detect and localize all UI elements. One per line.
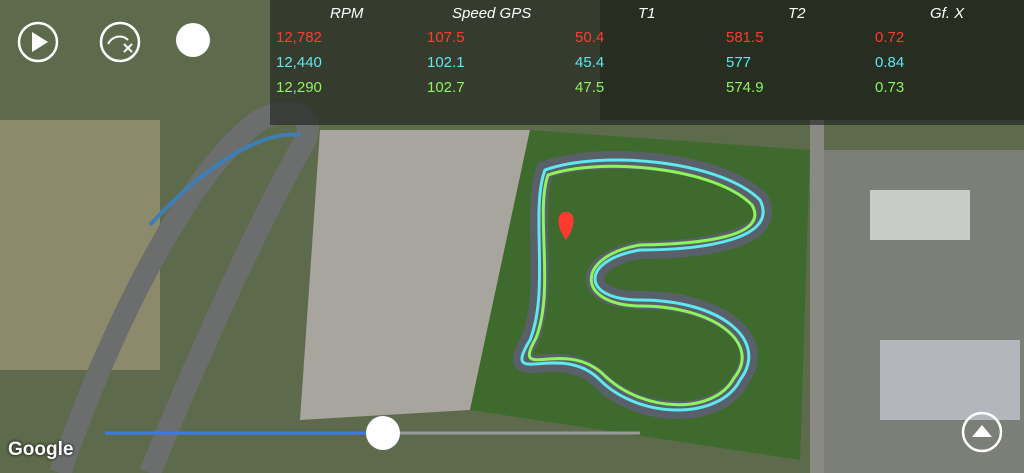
telemetry-value: 0.73 [875, 79, 905, 96]
telemetry-value: 45.4 [575, 54, 605, 71]
telemetry-value: 107.5 [427, 29, 465, 46]
column-header: Speed GPS [452, 5, 532, 22]
recenter-button[interactable] [961, 411, 1003, 453]
telemetry-value: 0.72 [875, 29, 905, 46]
column-header: RPM [330, 5, 364, 22]
telemetry-value: 102.7 [427, 79, 465, 96]
telemetry-value: 12,440 [276, 54, 322, 71]
column-header: Gf. X [930, 5, 965, 22]
telemetry-value: 12,290 [276, 79, 322, 96]
telemetry-value: 102.1 [427, 54, 465, 71]
telemetry-value: 574.9 [726, 79, 764, 96]
telemetry-value: 12,782 [276, 29, 322, 46]
telemetry-panel [270, 0, 1024, 125]
column-header: T2 [788, 5, 806, 22]
google-logo: Google [8, 439, 74, 460]
telemetry-value: 577 [726, 54, 752, 71]
telemetry-value: 50.4 [575, 29, 605, 46]
telemetry-value: 47.5 [575, 79, 605, 96]
telemetry-value: 0.84 [875, 54, 905, 71]
column-header: T1 [638, 5, 656, 22]
timeline-slider[interactable] [366, 416, 400, 450]
telemetry-value: 581.5 [726, 29, 764, 46]
